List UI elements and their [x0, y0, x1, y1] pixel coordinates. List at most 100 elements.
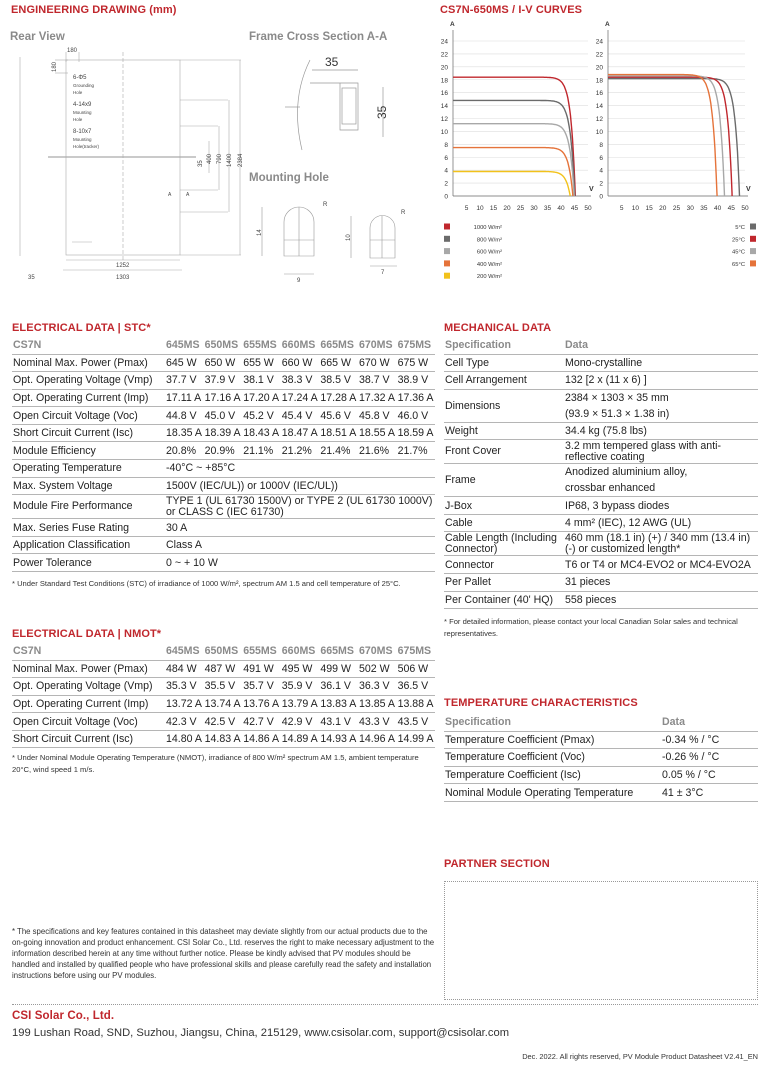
dim-1303: 1303 — [116, 275, 130, 281]
cell-value: 38.1 V — [242, 371, 281, 390]
column-header: Specification — [444, 714, 661, 732]
y-tick-label: 2 — [444, 181, 448, 188]
column-header: Specification — [444, 337, 564, 355]
column-header: CS7N — [12, 337, 165, 355]
frame-cross-section — [285, 59, 384, 151]
cell-value: 4 mm² (IEC), 12 AWG (UL) — [564, 514, 758, 533]
cell-value: Class A — [165, 536, 436, 555]
cell-value: 18.47 A — [280, 424, 320, 443]
row-label: Temperature Coefficient (Isc) — [444, 766, 661, 785]
cell-value: 1500V (IEC/UL)) or 1000V (IEC/UL)) — [165, 477, 436, 496]
company-name: CSI Solar Co., Ltd. — [12, 1010, 115, 1022]
x-tick-label: 35 — [544, 205, 552, 212]
cell-value: 18.55 A — [357, 424, 397, 443]
row-label: Module Fire Performance — [12, 494, 165, 520]
dim-left-180: 180 — [52, 61, 58, 72]
grounding-note-1: 6-Φ5 — [73, 75, 87, 81]
legend-swatch — [750, 260, 756, 267]
legend-label: 25°C — [732, 237, 745, 243]
partner-title: PARTNER SECTION — [444, 858, 550, 870]
company-address: 199 Lushan Road, SND, Suzhou, Jiangsu, C… — [12, 1027, 510, 1039]
cell-value: 38.5 V — [319, 371, 358, 390]
tracker-note-2: Mounting — [73, 137, 92, 142]
column-header: 660MS — [280, 337, 320, 355]
mounting-hole-1-width: 9 — [297, 278, 301, 284]
cell-value: 499 W — [319, 660, 358, 679]
table-row: Temperature Coefficient (Pmax) -0.34 % / … — [444, 731, 758, 750]
footer-divider — [12, 1004, 758, 1005]
cell-value: 0.05 % / °C — [661, 766, 758, 785]
x-tick-label: 35 — [700, 205, 708, 212]
dim-1252: 1252 — [116, 263, 130, 269]
engineering-drawing-title: ENGINEERING DRAWING (mm) — [11, 4, 177, 16]
iv-curves-title: CS7N-650MS / I-V CURVES — [440, 4, 583, 16]
row-label: Opt. Operating Voltage (Vmp) — [12, 371, 165, 390]
cell-value: 31 pieces — [564, 573, 758, 592]
legend-label: 600 W/m² — [477, 250, 502, 256]
y-tick-label: 12 — [596, 116, 604, 123]
grounding-note-3: Hole — [73, 90, 83, 95]
legend-swatch — [444, 260, 450, 267]
column-header: 660MS — [280, 643, 320, 661]
row-label: Nominal Max. Power (Pmax) — [12, 354, 165, 373]
y-tick-label: 24 — [441, 39, 449, 46]
table-row: Cable Length (Including Connector) 460 mm… — [444, 531, 758, 557]
cell-value: 38.3 V — [280, 371, 320, 390]
cell-value: 45.2 V — [242, 406, 281, 425]
cell-value: 21.7% — [396, 441, 436, 461]
y-tick-label: 8 — [599, 142, 603, 149]
row-label: Cell Type — [444, 354, 564, 373]
table-row: Power Tolerance 0 ~ + 10 W — [12, 553, 436, 573]
dim-790: 790 — [217, 153, 223, 164]
cell-value: 20.8% — [165, 441, 204, 461]
y-tick-label: 4 — [444, 168, 448, 175]
cell-value: 35.7 V — [242, 677, 281, 696]
legend-swatch — [444, 235, 450, 242]
cell-value: 14.86 A — [242, 730, 281, 749]
cell-value: 14.96 A — [357, 730, 397, 749]
row-label: Opt. Operating Current (Imp) — [12, 695, 165, 714]
x-tick-label: 25 — [517, 205, 525, 212]
y-tick-label: 14 — [441, 103, 449, 110]
legend-label: 200 W/m² — [477, 274, 502, 280]
cell-value: 35.9 V — [280, 677, 320, 696]
table-row: Cable 4 mm² (IEC), 12 AWG (UL) — [444, 514, 758, 533]
table-row: Per Container (40' HQ) 558 pieces — [444, 591, 758, 610]
row-label: Short Circuit Current (Isc) — [12, 424, 165, 443]
table-row: Temperature Coefficient (Isc) 0.05 % / °C — [444, 766, 758, 785]
cell-value: 17.28 A — [319, 389, 358, 408]
cell-value: 491 W — [242, 660, 281, 679]
legend-label: 45°C — [732, 250, 745, 256]
table-row: Short Circuit Current (Isc) 18.35 A 18.39 … — [12, 424, 436, 443]
cell-value: 42.7 V — [242, 712, 281, 731]
row-label: Cable — [444, 514, 564, 533]
cell-value: 30 A — [165, 518, 436, 537]
cell-value: 132 [2 x (11 x 6) ] — [564, 371, 758, 390]
cell-value: 17.36 A — [396, 389, 436, 408]
column-header: Data — [564, 337, 758, 355]
cell-value: 13.76 A — [242, 695, 281, 714]
table-header-row: CS7N 645MS 650MS 655MS 660MS 665MS 670MS 675MS — [12, 643, 436, 661]
row-label: Opt. Operating Voltage (Vmp) — [12, 677, 165, 696]
mechanical-title: MECHANICAL DATA — [444, 322, 552, 334]
y-tick-label: 20 — [596, 64, 604, 71]
cell-value: 2384 × 1303 × 35 mm (93.9 × 51.3 × 1.38 i… — [564, 389, 758, 423]
temperature-title: TEMPERATURE CHARACTERISTICS — [444, 697, 638, 709]
row-label: J-Box — [444, 496, 564, 515]
top-figures: 180 180 6-Φ5 Grounding Hole 4-14x9 Mount… — [19, 21, 756, 284]
series-curve — [453, 123, 575, 197]
cell-value: 42.3 V — [165, 712, 204, 731]
column-header: 655MS — [242, 643, 281, 661]
x-tick-label: 5 — [620, 205, 624, 212]
series-curve — [608, 73, 718, 197]
cell-value: 558 pieces — [564, 591, 758, 610]
cell-value: 43.1 V — [319, 712, 358, 731]
y-tick-label: 18 — [441, 77, 449, 84]
cell-value: 13.85 A — [357, 695, 397, 714]
table-row: Module Fire Performance TYPE 1 (UL 61730 … — [12, 494, 436, 520]
cell-value: 0 ~ + 10 W — [165, 553, 436, 573]
table-header-row: CS7N 645MS 650MS 655MS 660MS 665MS 670MS 675MS — [12, 337, 436, 355]
column-header: 645MS — [165, 337, 204, 355]
disclaimer: * The specifications and key features co… — [12, 927, 435, 980]
row-label: Module Efficiency — [12, 441, 165, 461]
